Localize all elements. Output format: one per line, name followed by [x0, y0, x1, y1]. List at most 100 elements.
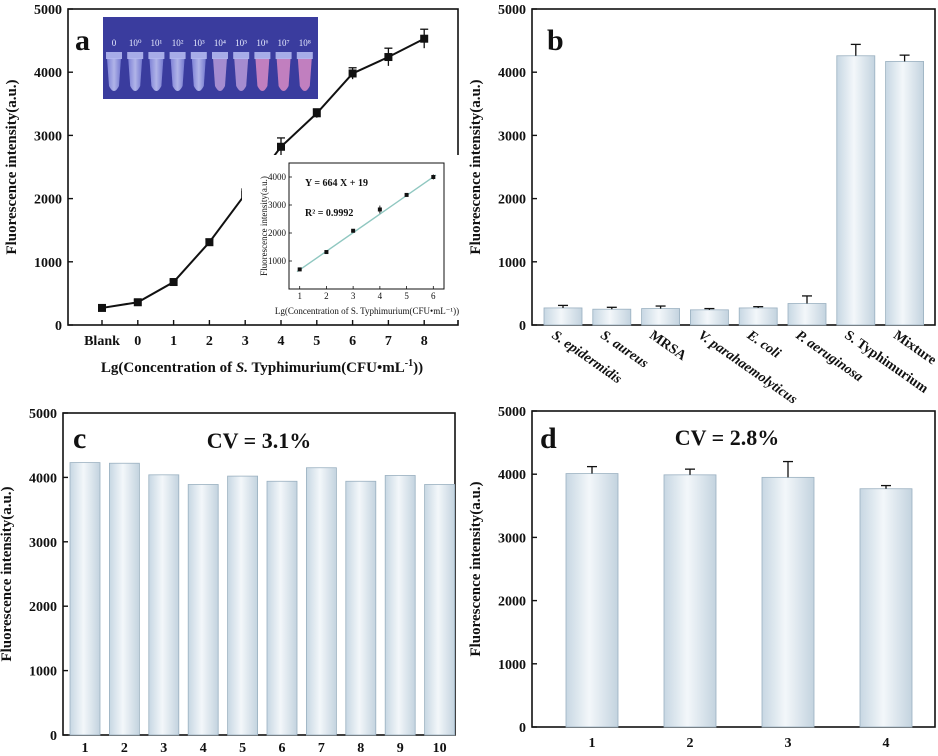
c-bar: [305, 467, 337, 736]
b-bar: [641, 308, 680, 326]
d-bar: [859, 488, 913, 728]
a-tube: [276, 58, 291, 91]
d-ytick-label: 3000: [498, 531, 526, 546]
b-ytick-label: 5000: [498, 3, 526, 18]
c-ytick-label: 4000: [29, 471, 57, 486]
b-bar: [690, 309, 729, 326]
b-bar: [738, 307, 778, 326]
b-bar: [543, 307, 583, 326]
a-tube-cap: [212, 52, 228, 59]
a-y-axis-title: Fluorescence intensity(a.u.): [4, 79, 20, 254]
a-inset-xtick-label: 6: [431, 291, 436, 301]
a-tube: [170, 58, 185, 91]
c-xtick-label: 6: [279, 741, 286, 756]
c-xtick-label: 4: [200, 741, 207, 756]
a-inset-xtick-label: 1: [297, 291, 302, 301]
c-bar: [384, 475, 416, 736]
c-ytick-label: 2000: [29, 600, 57, 615]
a-tube-cap: [106, 52, 122, 59]
c-ytick-label: 1000: [29, 665, 57, 680]
a-inset-point: [351, 228, 356, 233]
b-y-axis-title: Fluorescence intensity(a.u.): [468, 79, 484, 254]
d-xtick-label: 4: [883, 736, 890, 751]
d-xtick-label: 3: [785, 736, 792, 751]
a-x-title-part: Typhimurium(CFU•mL: [248, 360, 405, 376]
a-x-axis-title: Lg(Concentration of S. Typhimurium(CFU•m…: [101, 358, 423, 376]
a-tube-label: 0: [112, 38, 117, 48]
a-xtick-label: Blank: [84, 334, 120, 349]
a-inset-ytick-label: 4000: [268, 172, 287, 182]
a-inset-y-title: Fluorescence intensity(a.u.): [259, 176, 269, 276]
a-inset-r2: R² = 0.9992: [305, 208, 353, 219]
a-tube: [107, 58, 121, 91]
a-ytick-label: 0: [55, 319, 62, 334]
a-inset-ytick-label: 1000: [268, 256, 287, 266]
a-data-point: [205, 238, 214, 247]
a-tube: [234, 58, 249, 91]
c-xtick-label: 10: [433, 741, 447, 756]
panel-c: 0 1000 2000 3000 4000 5000 Fluorescence intens…: [0, 407, 456, 756]
b-ytick-label: 2000: [498, 193, 526, 208]
a-x-title-part: Lg(Concentration of: [101, 360, 236, 376]
a-ytick-label: 4000: [34, 66, 62, 81]
d-ytick-label: 0: [519, 721, 526, 736]
b-bar: [787, 303, 827, 326]
a-ytick-label: 2000: [34, 193, 62, 208]
a-inset-xtick-label: 4: [378, 291, 383, 301]
a-tube-cap: [127, 52, 144, 59]
a-tube-cap: [275, 52, 292, 59]
panel-a: 0 1000 2000 3000 4000 5000 Fluorescence intens…: [4, 3, 460, 376]
d-ytick-label: 1000: [498, 658, 526, 673]
c-y-axis-title: Fluorescence intensity(a.u.): [0, 486, 15, 661]
a-tube: [297, 58, 312, 91]
a-inset-x-title: Lg(Concentration of S. Typhimurium(CFU•m…: [275, 306, 459, 316]
c-bar: [345, 480, 377, 736]
a-tube-cap: [254, 52, 271, 59]
a-data-point: [312, 109, 321, 118]
a-tube-label: 10⁷: [278, 38, 290, 48]
a-tube-label: 10¹: [151, 38, 163, 48]
a-panel-letter: a: [75, 24, 90, 57]
a-ytick-label: 5000: [34, 3, 62, 18]
c-xtick-label: 5: [239, 741, 246, 756]
d-ytick-label: 2000: [498, 595, 526, 610]
c-bar: [109, 462, 140, 736]
c-ytick-label: 5000: [29, 407, 57, 422]
c-bar: [148, 474, 180, 736]
b-plot-frame: [531, 8, 936, 326]
b-panel-letter: b: [547, 24, 564, 57]
c-ytick-label: 0: [50, 729, 57, 744]
a-data-point: [98, 303, 106, 312]
a-inset-point: [377, 207, 382, 212]
a-xtick-label: 2: [206, 334, 213, 349]
a-xtick-label: 0: [134, 334, 141, 349]
c-xtick-label: 7: [318, 741, 325, 756]
a-data-point: [348, 69, 357, 78]
b-bar: [836, 55, 876, 326]
panel-b: 0 1000 2000 3000 4000 5000 Fluorescence intens…: [468, 3, 938, 408]
a-tube-cap: [169, 52, 186, 59]
d-bar: [761, 476, 815, 728]
d-ytick-label: 5000: [498, 405, 526, 420]
a-inset-xtick-label: 2: [324, 291, 329, 301]
a-inset-point: [404, 192, 409, 197]
a-data-point: [384, 53, 393, 62]
c-xtick-label: 8: [357, 741, 364, 756]
a-xtick-label: 8: [421, 334, 428, 349]
a-tube-label: 10⁵: [235, 38, 247, 48]
a-tube-cap: [296, 52, 313, 59]
a-inset-frame: [288, 162, 445, 290]
b-bar: [592, 308, 632, 326]
a-inset-chart: 1 2 3 4 5 6 1000 2000 3000 4000 Y = 664 X + 19 R² =…: [242, 155, 460, 320]
a-inset-point: [297, 267, 302, 272]
b-xtick-label: E. coli: [743, 327, 783, 361]
b-xtick-label: MRSA: [646, 328, 689, 364]
d-plot-frame: [531, 410, 936, 728]
a-x-title-end: )): [413, 360, 423, 376]
d-y-axis-title: Fluorescence intensity(a.u.): [468, 481, 484, 656]
a-inset-point: [431, 175, 436, 179]
d-bar: [565, 473, 619, 728]
a-inset-xtick-label: 3: [351, 291, 356, 301]
a-inset-point: [324, 250, 329, 255]
